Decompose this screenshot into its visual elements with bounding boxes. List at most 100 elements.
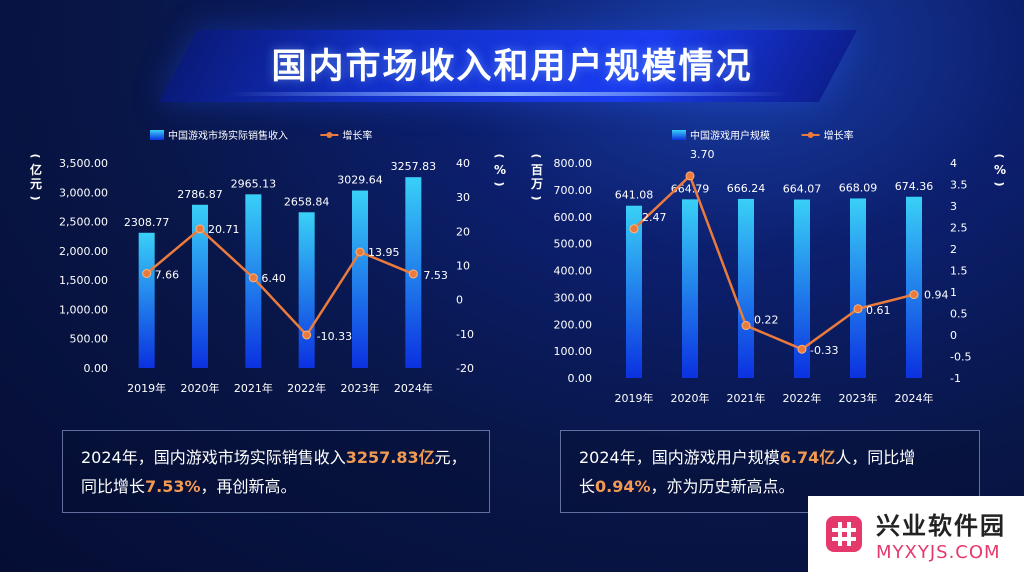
users-summary-text: ，亦为历史新高点。 bbox=[650, 477, 795, 496]
bar-value-label: 664.07 bbox=[783, 183, 822, 196]
y-right-tick-label: 1 bbox=[950, 286, 957, 299]
legend: 中国游戏市场实际销售收入 增长率 bbox=[150, 129, 372, 142]
y-right-tick-label: -10 bbox=[456, 328, 474, 341]
y-left-tick-label: 0.00 bbox=[568, 372, 593, 385]
watermark: 兴业软件园 MYXYJS.COM bbox=[808, 496, 1024, 572]
x-tick-label: 2024年 bbox=[394, 381, 433, 395]
y-left-tick-label: 400.00 bbox=[554, 265, 593, 278]
legend-bar-label: 中国游戏用户规模 bbox=[690, 129, 770, 142]
bar-value-label: 674.36 bbox=[895, 180, 934, 193]
growth-rate-line bbox=[633, 174, 915, 351]
svg-text:): ) bbox=[993, 181, 1006, 186]
growth-rate-point bbox=[629, 224, 639, 234]
bar bbox=[906, 196, 922, 378]
growth-rate-label: 6.40 bbox=[261, 272, 286, 285]
y-right-tick-label: 30 bbox=[456, 191, 470, 204]
y-left-tick-label: 500.00 bbox=[554, 238, 593, 251]
bar-value-label: 2308.77 bbox=[124, 216, 170, 229]
page-title: 国内市场收入和用户规模情况 bbox=[271, 47, 753, 87]
growth-rate-label: 13.95 bbox=[368, 246, 400, 259]
bar-value-label: 2658.84 bbox=[284, 195, 330, 208]
growth-rate-label: 20.71 bbox=[208, 223, 240, 236]
users-summary-highlight-amount: 6.74亿 bbox=[779, 448, 836, 467]
revenue-summary-highlight-amount: 3257.83亿 bbox=[345, 448, 435, 467]
y-left-tick-label: 2,000.00 bbox=[59, 245, 108, 258]
users-summary-text: 人，同比增 bbox=[835, 448, 916, 467]
y-left-tick-label: 1,500.00 bbox=[59, 274, 108, 287]
revenue-summary-text: 2024年，国内游戏市场实际销售收入 bbox=[81, 448, 346, 467]
bar bbox=[352, 190, 368, 368]
y-left-tick-label: 800.00 bbox=[554, 157, 593, 170]
bar-value-label: 641.08 bbox=[615, 189, 654, 202]
growth-rate-point bbox=[408, 269, 418, 279]
growth-rate-point bbox=[355, 247, 365, 257]
watermark-url: MYXYJS.COM bbox=[876, 541, 1001, 563]
users-summary-text: 长 bbox=[579, 477, 596, 496]
x-tick-label: 2022年 bbox=[783, 391, 822, 405]
legend-bar-swatch bbox=[672, 130, 686, 140]
y-axis-left-title: (亿元) bbox=[29, 153, 42, 200]
x-tick-label: 2023年 bbox=[341, 381, 380, 395]
x-tick-label: 2019年 bbox=[615, 391, 654, 405]
growth-rate-label: -0.33 bbox=[810, 344, 838, 357]
y-axis-right-title: (%) bbox=[993, 153, 1006, 186]
revenue-summary-text: ，再创新高。 bbox=[200, 477, 297, 496]
growth-rate-point bbox=[797, 344, 807, 354]
bar-value-label: 666.24 bbox=[727, 182, 766, 195]
y-right-tick-label: 10 bbox=[456, 260, 470, 273]
y-left-tick-label: 100.00 bbox=[554, 345, 593, 358]
svg-text:(: ( bbox=[493, 153, 506, 158]
bar-value-label: 668.09 bbox=[839, 181, 878, 194]
x-tick-label: 2020年 bbox=[671, 391, 710, 405]
x-tick-label: 2020年 bbox=[181, 381, 220, 395]
y-axis-left-title: (百万) bbox=[530, 153, 543, 200]
y-left-tick-label: 1,000.00 bbox=[59, 303, 108, 316]
revenue-summary-highlight-growth: 7.53% bbox=[145, 477, 201, 496]
growth-rate-point bbox=[741, 321, 751, 331]
svg-text:百: 百 bbox=[531, 163, 543, 177]
growth-rate-label: 0.22 bbox=[754, 314, 779, 327]
legend: 中国游戏用户规模 增长率 bbox=[672, 129, 854, 142]
bar bbox=[682, 199, 698, 378]
svg-text:万: 万 bbox=[530, 177, 543, 191]
growth-rate-point bbox=[248, 273, 258, 283]
bar-value-label: 2965.13 bbox=[231, 177, 277, 190]
x-tick-label: 2022年 bbox=[287, 381, 326, 395]
y-right-tick-label: -0.5 bbox=[950, 351, 971, 364]
growth-rate-label: 3.70 bbox=[690, 148, 715, 161]
bar-value-label: 3029.64 bbox=[337, 174, 383, 187]
x-tick-label: 2019年 bbox=[127, 381, 166, 395]
bar bbox=[850, 198, 866, 378]
growth-rate-point bbox=[909, 290, 919, 300]
growth-rate-label: 7.53 bbox=[423, 269, 448, 282]
y-left-tick-label: 700.00 bbox=[554, 184, 593, 197]
legend-bar-label: 中国游戏市场实际销售收入 bbox=[168, 129, 288, 142]
users-summary-text: 2024年，国内游戏用户规模 bbox=[579, 448, 780, 467]
svg-text:): ) bbox=[493, 181, 506, 186]
users-summary-highlight-growth: 0.94% bbox=[595, 477, 651, 496]
y-right-tick-label: 0 bbox=[950, 329, 957, 342]
y-right-tick-label: 0.5 bbox=[950, 308, 968, 321]
svg-text:(: ( bbox=[993, 153, 1006, 158]
y-left-tick-label: 300.00 bbox=[554, 291, 593, 304]
revenue-summary-text: 同比增长 bbox=[81, 477, 146, 496]
y-right-tick-label: -1 bbox=[950, 372, 961, 385]
legend-line-label: 增长率 bbox=[824, 129, 854, 142]
y-left-tick-label: 2,500.00 bbox=[59, 216, 108, 229]
y-right-tick-label: 3.5 bbox=[950, 179, 968, 192]
growth-rate-line bbox=[145, 227, 414, 337]
x-tick-label: 2024年 bbox=[895, 391, 934, 405]
bar-value-label: 2786.87 bbox=[177, 188, 223, 201]
y-right-tick-label: 0 bbox=[456, 294, 463, 307]
y-left-tick-label: 0.00 bbox=[84, 362, 109, 375]
y-right-tick-label: 4 bbox=[950, 157, 957, 170]
y-right-tick-label: 2 bbox=[950, 243, 957, 256]
bar bbox=[626, 205, 642, 378]
y-left-tick-label: 3,500.00 bbox=[59, 157, 108, 170]
legend-line-label: 增长率 bbox=[342, 129, 372, 142]
svg-text:元: 元 bbox=[30, 177, 42, 191]
y-left-tick-label: 600.00 bbox=[554, 211, 593, 224]
growth-rate-point bbox=[685, 171, 695, 181]
growth-rate-point bbox=[302, 330, 312, 340]
